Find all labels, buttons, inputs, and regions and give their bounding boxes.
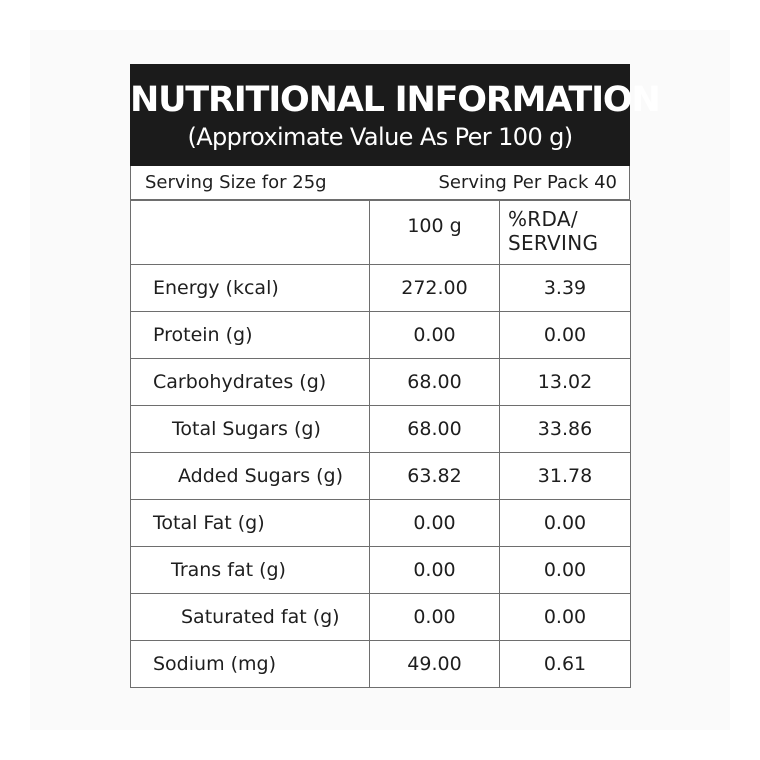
label-header: NUTRITIONAL INFORMATION (Approximate Val… bbox=[130, 64, 661, 166]
value-rda: 0.00 bbox=[499, 499, 631, 547]
value-per-100g: 0.00 bbox=[369, 546, 500, 594]
value-per-100g: 49.00 bbox=[369, 640, 500, 688]
table-row: Carbohydrates (g) 68.00 13.02 bbox=[130, 358, 631, 406]
nutrient-name: Energy (kcal) bbox=[130, 264, 370, 312]
column-header-rda: %RDA/ SERVING bbox=[499, 200, 631, 265]
table-row: Energy (kcal) 272.00 3.39 bbox=[130, 264, 631, 312]
nutrient-name: Total Sugars (g) bbox=[130, 405, 370, 453]
table-row: Total Sugars (g) 68.00 33.86 bbox=[130, 405, 631, 453]
nutrient-name: Total Fat (g) bbox=[130, 499, 370, 547]
table-row: Total Fat (g) 0.00 0.00 bbox=[130, 499, 631, 547]
table-row: Added Sugars (g) 63.82 31.78 bbox=[130, 452, 631, 500]
value-rda: 3.39 bbox=[499, 264, 631, 312]
value-rda: 31.78 bbox=[499, 452, 631, 500]
value-rda: 0.00 bbox=[499, 546, 631, 594]
value-rda: 13.02 bbox=[499, 358, 631, 406]
nutrient-name: Added Sugars (g) bbox=[130, 452, 370, 500]
table-row: Trans fat (g) 0.00 0.00 bbox=[130, 546, 631, 594]
serving-info-row: Serving Size for 25g Serving Per Pack 40 bbox=[130, 166, 630, 200]
value-per-100g: 0.00 bbox=[369, 311, 500, 359]
rda-header-line1: %RDA/ bbox=[508, 207, 578, 231]
nutrition-label: NUTRITIONAL INFORMATION (Approximate Val… bbox=[130, 64, 661, 688]
nutrient-name: Sodium (mg) bbox=[130, 640, 370, 688]
servings-per-pack: Serving Per Pack 40 bbox=[438, 172, 617, 193]
value-rda: 0.00 bbox=[499, 311, 631, 359]
nutrient-name: Protein (g) bbox=[130, 311, 370, 359]
table-row: Protein (g) 0.00 0.00 bbox=[130, 311, 631, 359]
header-blank-cell bbox=[130, 200, 370, 265]
value-per-100g: 0.00 bbox=[369, 499, 500, 547]
nutrition-table: 100 g %RDA/ SERVING Energy (kcal) 272.00… bbox=[130, 200, 631, 688]
value-per-100g: 68.00 bbox=[369, 405, 500, 453]
label-subtitle: (Approximate Value As Per 100 g) bbox=[187, 123, 573, 151]
rda-header-line2: SERVING bbox=[508, 231, 599, 255]
value-per-100g: 272.00 bbox=[369, 264, 500, 312]
table-header-row: 100 g %RDA/ SERVING bbox=[130, 200, 631, 265]
table-row: Sodium (mg) 49.00 0.61 bbox=[130, 640, 631, 688]
nutrient-name: Carbohydrates (g) bbox=[130, 358, 370, 406]
column-header-per-100g: 100 g bbox=[369, 200, 500, 265]
serving-size: Serving Size for 25g bbox=[145, 172, 327, 193]
table-row: Saturated fat (g) 0.00 0.00 bbox=[130, 593, 631, 641]
label-title: NUTRITIONAL INFORMATION bbox=[130, 80, 661, 120]
value-per-100g: 0.00 bbox=[369, 593, 500, 641]
value-rda: 0.00 bbox=[499, 593, 631, 641]
value-rda: 0.61 bbox=[499, 640, 631, 688]
value-per-100g: 63.82 bbox=[369, 452, 500, 500]
value-per-100g: 68.00 bbox=[369, 358, 500, 406]
nutrient-name: Trans fat (g) bbox=[130, 546, 370, 594]
nutrient-name: Saturated fat (g) bbox=[130, 593, 370, 641]
value-rda: 33.86 bbox=[499, 405, 631, 453]
